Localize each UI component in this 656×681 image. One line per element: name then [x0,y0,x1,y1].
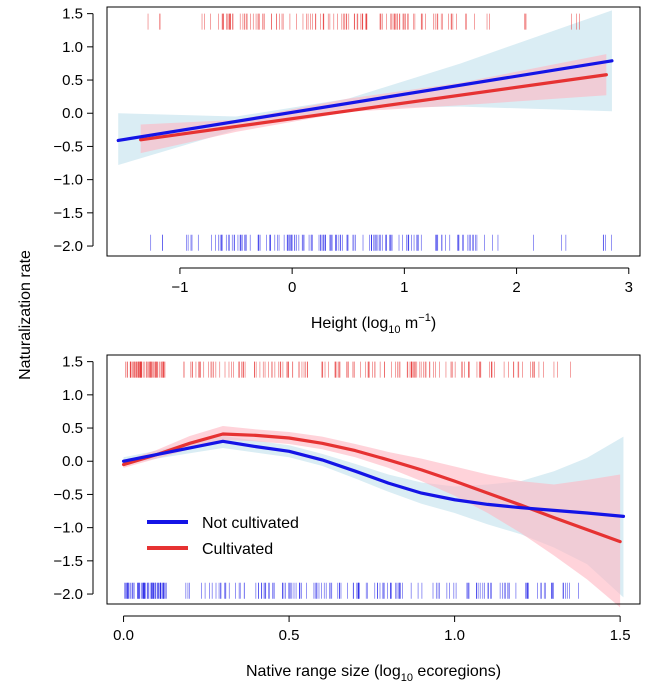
y-tick-label: 1.5 [62,6,83,23]
x-tick-label: 1 [400,279,408,296]
y-tick-label: 1.0 [62,387,83,404]
x-axis-title: Height (log10 m−1) [311,312,436,336]
cultivated-fit-line [139,73,608,142]
y-tick-label: −1.0 [53,172,83,189]
legend-label: Not cultivated [202,515,299,532]
x-title-superscript: −1 [418,312,431,324]
y-tick-label: 1.5 [62,354,83,371]
y-tick-label: 0.5 [62,72,83,89]
x-tick-label: 0 [288,279,296,296]
x-tick-label: 0.0 [113,627,134,644]
x-title-text: Height (log [311,315,388,332]
y-axis: 1.5 1.0 0.5 0.0 −0.5 −1.0 −1.5 −2.0 [53,354,94,603]
x-title-text: ) [431,315,436,332]
x-axis: 0.0 0.5 1.0 1.5 [113,615,631,644]
y-tick-label: 0.0 [62,453,83,470]
x-title-text: Native range size (log [246,663,401,680]
y-tick-label: −2.0 [53,586,83,603]
x-title-subscript: 10 [388,324,400,336]
shared-y-axis-title: Naturalization rate [17,250,34,380]
x-title-text: m [400,315,418,332]
x-title-subscript: 10 [401,672,413,681]
x-tick-label: 2 [512,279,520,296]
x-axis-title: Native range size (log10 ecoregions) [246,663,501,681]
range-size-panel: 1.51.00.50.0−0.5−1.0−1.5−2.0 0.0 0.5 1.0 1.… [53,354,641,681]
y-tick-label: −0.5 [53,138,83,155]
y-tick-label: 0.5 [62,420,83,437]
y-axis: 1.5 1.0 0.5 0.0 −0.5 −1.0 −1.5 −2.0 [53,6,94,255]
y-tick-label: −2.0 [53,238,83,255]
x-tick-label: 3 [625,279,633,296]
y-tick-label: −1.5 [53,205,83,222]
plot-frame [106,354,641,605]
x-tick-label: 0.5 [279,627,300,644]
not-cultivated-fit-line [116,59,614,143]
cultivated-confidence-band [123,426,621,608]
x-tick-label: 1.5 [610,627,631,644]
confidence-bands [118,10,612,166]
x-axis: −1 0 1 2 3 [171,267,633,296]
y-tick-label: −1.5 [53,553,83,570]
x-title-text: ecoregions) [413,663,501,680]
height-panel: 1.5 1.0 0.5 0.0 −0.5 −1.0 −1.5 −2.0 −1 0 1 2 3 Heig… [53,6,641,336]
plot-frame [106,6,641,257]
y-tick-label: −0.5 [53,486,83,503]
fit-lines [116,59,614,143]
cultivated-fit-line [121,432,622,544]
y-tick-label: −1.0 [53,520,83,537]
x-tick-label: −1 [171,279,188,296]
rug-marks [124,361,579,599]
legend-label: Cultivated [202,541,273,558]
legend: Not cultivated Cultivated [147,515,299,558]
not-cultivated-fit-line [121,439,626,518]
rug-marks [147,13,612,251]
y-tick-label: 0.0 [62,105,83,122]
y-tick-label: 1.0 [62,39,83,56]
fit-lines [121,432,626,544]
x-tick-label: 1.0 [444,627,465,644]
